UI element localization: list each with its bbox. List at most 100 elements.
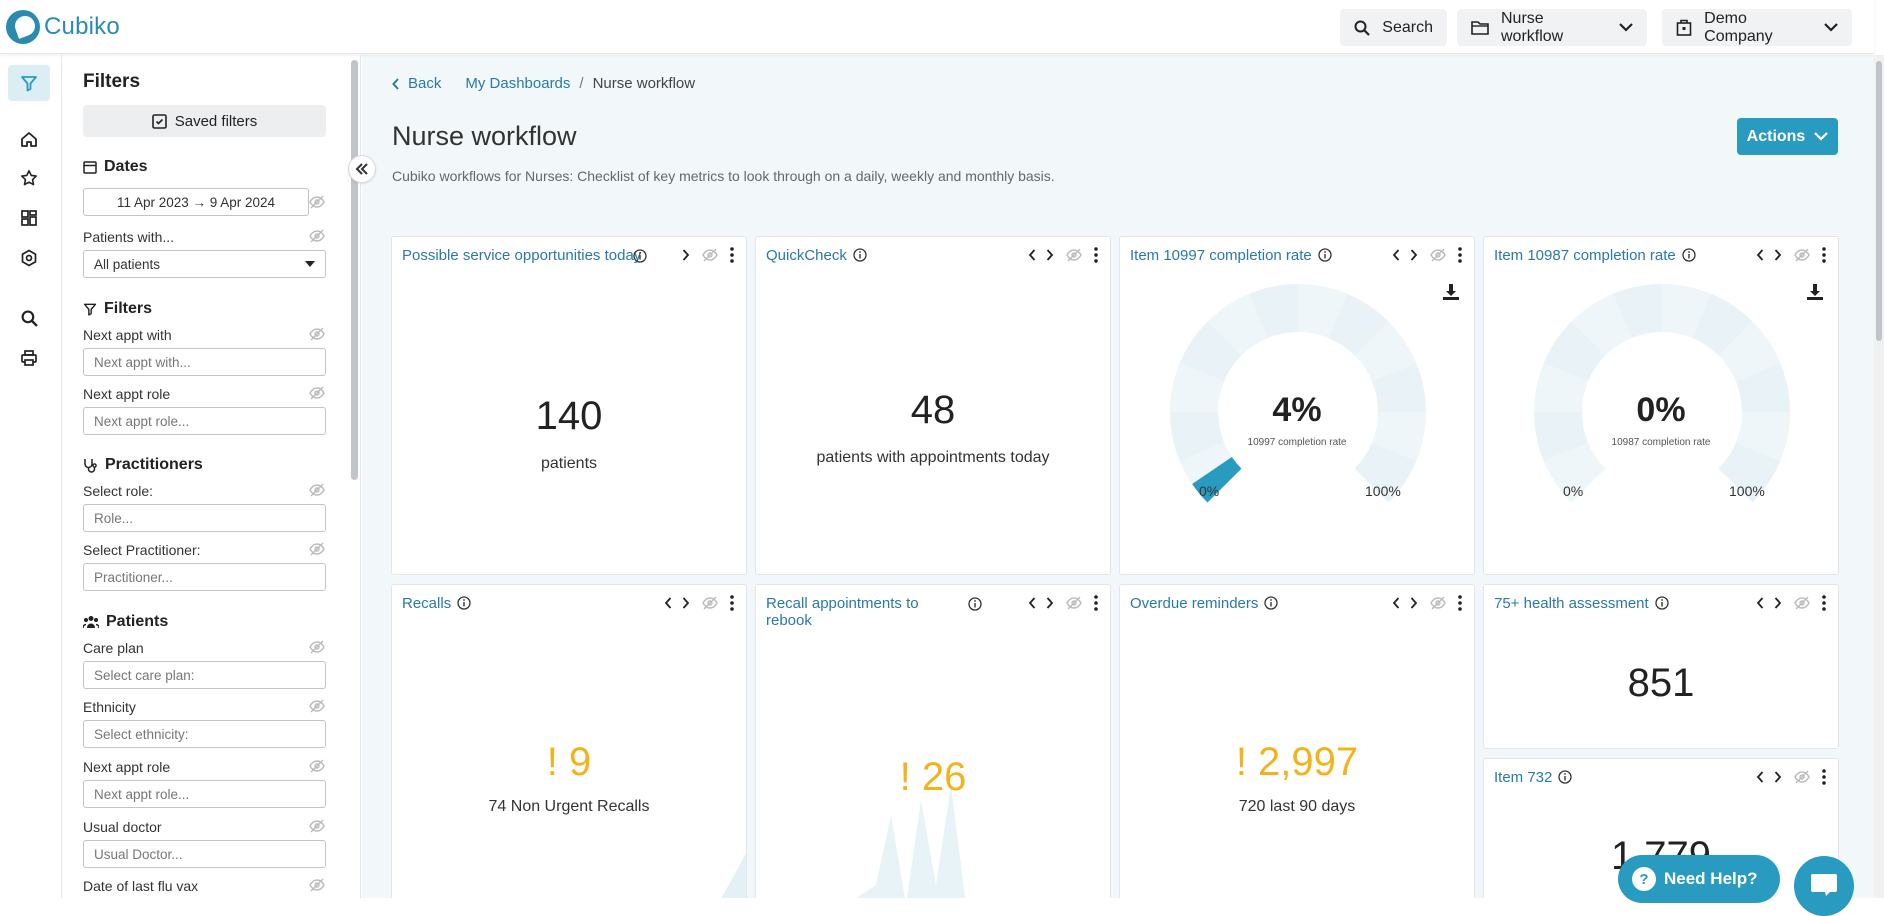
chevron-left-icon (1392, 597, 1400, 609)
eye-off-icon[interactable] (309, 759, 325, 773)
info-icon[interactable] (968, 597, 982, 616)
ethnicity-label: Ethnicity (83, 699, 136, 715)
date-range-input[interactable]: 11 Apr 2023 → 9 Apr 2024 (83, 188, 309, 216)
filters-title: Filters (83, 71, 141, 92)
gauge-chart (1534, 284, 1790, 503)
chat-button[interactable] (1794, 856, 1854, 916)
gauge-segment (1534, 363, 1589, 412)
eye-off-icon[interactable] (309, 699, 325, 713)
collapse-filters-button[interactable] (348, 155, 376, 183)
chevron-right-icon (682, 249, 690, 261)
gauge-fill (1192, 456, 1242, 503)
card-title[interactable]: Item 10997 completion rate (1130, 247, 1332, 264)
dashboard-selector-label: Nurse workflow (1501, 9, 1564, 45)
saved-filters-button[interactable]: Saved filters (83, 105, 326, 137)
card-title[interactable]: Recall appointments to rebook (766, 595, 919, 629)
card-title[interactable]: Overdue reminders (1130, 595, 1279, 612)
gauge-segment (1735, 412, 1790, 461)
gauge-percent: 0% (1636, 391, 1686, 429)
question-icon: ? (1632, 867, 1656, 891)
building-icon (1676, 19, 1692, 36)
next-appt-role-label: Next appt role (83, 386, 171, 402)
nav-favourites[interactable] (8, 160, 50, 196)
need-help-button[interactable]: ? Need Help? (1618, 855, 1780, 903)
nav-dashboards[interactable] (8, 200, 50, 236)
company-selector-label: Demo Company (1704, 9, 1773, 45)
chevron-right-icon (1774, 597, 1782, 609)
card-tools (682, 247, 734, 263)
background-sparkline (856, 785, 966, 898)
app-name: Cubiko (44, 13, 120, 40)
eye-off-icon[interactable] (309, 819, 325, 833)
ethnicity-input[interactable]: Select ethnicity: (83, 720, 326, 748)
search-button[interactable]: Search (1340, 9, 1447, 46)
patients-with-select[interactable]: All patients (83, 250, 326, 278)
usual-doctor-input[interactable]: Usual Doctor... (83, 840, 326, 868)
card-title[interactable]: QuickCheck (766, 247, 867, 264)
eye-off-icon[interactable] (309, 878, 325, 892)
eye-off-icon[interactable] (309, 386, 325, 400)
card-tools (1756, 247, 1826, 263)
page-description: Cubiko workflows for Nurses: Checklist o… (392, 168, 1055, 184)
chevron-right-icon (1774, 771, 1782, 783)
nav-filters[interactable] (8, 65, 50, 101)
nav-home[interactable] (8, 121, 50, 157)
back-link[interactable]: Back (408, 75, 442, 92)
info-icon (1655, 596, 1669, 610)
gauge-segment (1249, 284, 1298, 339)
page-scrollbar[interactable] (1874, 55, 1884, 898)
eye-off-icon[interactable] (309, 229, 325, 243)
dashboard-selector[interactable]: Nurse workflow (1457, 9, 1647, 46)
page-title: Nurse workflow (392, 121, 577, 151)
download-icon[interactable] (1806, 283, 1824, 301)
card-title[interactable]: 75+ health assessment (1494, 595, 1669, 612)
select-practitioner-input[interactable]: Practitioner... (83, 563, 326, 591)
eye-off-icon[interactable] (309, 327, 325, 341)
next-appt-with-input[interactable]: Next appt with... (83, 348, 326, 376)
dates-section-label: Dates (104, 158, 148, 175)
info-icon (457, 596, 471, 610)
users-icon (83, 615, 99, 629)
nav-print[interactable] (8, 340, 50, 376)
nav-settings[interactable] (8, 240, 50, 276)
filters-scrollbar[interactable] (351, 60, 358, 480)
card-title[interactable]: Item 732 (1494, 769, 1573, 786)
info-icon (1558, 770, 1573, 784)
eye-off-icon[interactable] (309, 640, 325, 654)
gauge-value-arc (1192, 456, 1242, 503)
next-appt-role-input[interactable]: Next appt role... (83, 407, 326, 435)
dashboard-main: Back My Dashboards / Nurse workflow Nurs… (362, 55, 1874, 898)
eye-off-icon[interactable] (309, 195, 325, 209)
company-selector[interactable]: Demo Company (1662, 9, 1852, 46)
chevron-down-icon (1814, 132, 1829, 141)
download-icon[interactable] (1442, 283, 1460, 301)
card-title[interactable]: Item 10987 completion rate (1494, 247, 1696, 264)
info-icon (1682, 248, 1696, 262)
card-title[interactable]: Recalls (402, 595, 471, 612)
app-logo[interactable]: Cubiko (6, 10, 120, 44)
actions-button[interactable]: Actions (1737, 118, 1838, 155)
card-recall-appointments: Recall appointments to rebook ! 26 (755, 584, 1111, 898)
chevron-left-icon (664, 597, 672, 609)
info-icon[interactable] (633, 249, 647, 268)
gauge-label: 10987 completion rate (1611, 437, 1711, 448)
next-appt-role-input[interactable]: Next appt role... (83, 780, 326, 808)
page-scrollbar-thumb[interactable] (1876, 61, 1882, 341)
need-help-label: Need Help? (1664, 869, 1758, 888)
select-role-label: Select role: (83, 483, 154, 499)
my-dashboards-link[interactable]: My Dashboards (465, 75, 571, 92)
gauge-segment (1207, 293, 1268, 356)
eye-off-icon[interactable] (309, 483, 325, 497)
nav-search[interactable] (8, 300, 50, 336)
practitioners-section-label: Practitioners (105, 456, 203, 473)
card-title[interactable]: Possible service opportunities today (402, 247, 642, 264)
gear-icon (21, 249, 37, 267)
top-bar: Cubiko Search Nurse workflow Demo Compan… (0, 0, 1874, 54)
card-overdue-reminders: Overdue reminders ! 2,997 720 last 90 da… (1119, 584, 1475, 898)
select-role-input[interactable]: Role... (83, 504, 326, 532)
search-icon (21, 310, 38, 327)
care-plan-input[interactable]: Select care plan: (83, 661, 326, 689)
eye-off-icon[interactable] (309, 542, 325, 556)
actions-label: Actions (1746, 127, 1806, 145)
gauge-segment (1371, 412, 1426, 461)
